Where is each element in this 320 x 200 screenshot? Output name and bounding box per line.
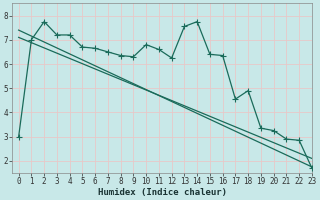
X-axis label: Humidex (Indice chaleur): Humidex (Indice chaleur) — [98, 188, 227, 197]
